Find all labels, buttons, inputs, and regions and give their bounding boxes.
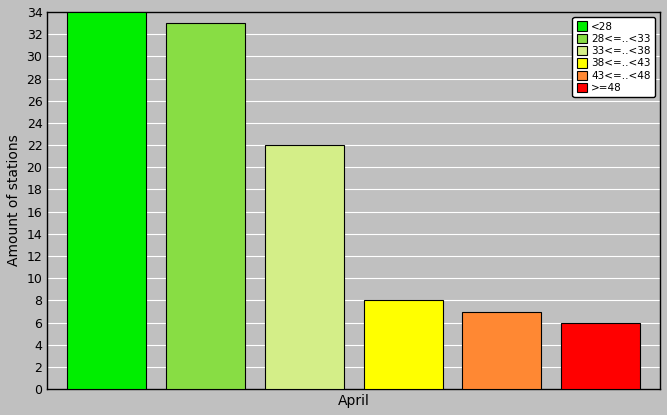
Bar <box>67 12 146 389</box>
Bar <box>166 23 245 389</box>
Legend: <28, 28<=..<33, 33<=..<38, 38<=..<43, 43<=..<48, >=48: <28, 28<=..<33, 33<=..<38, 38<=..<43, 43… <box>572 17 655 97</box>
Bar <box>561 322 640 389</box>
Bar <box>265 145 344 389</box>
Y-axis label: Amount of stations: Amount of stations <box>7 135 21 266</box>
Bar <box>462 312 542 389</box>
Bar <box>364 300 443 389</box>
